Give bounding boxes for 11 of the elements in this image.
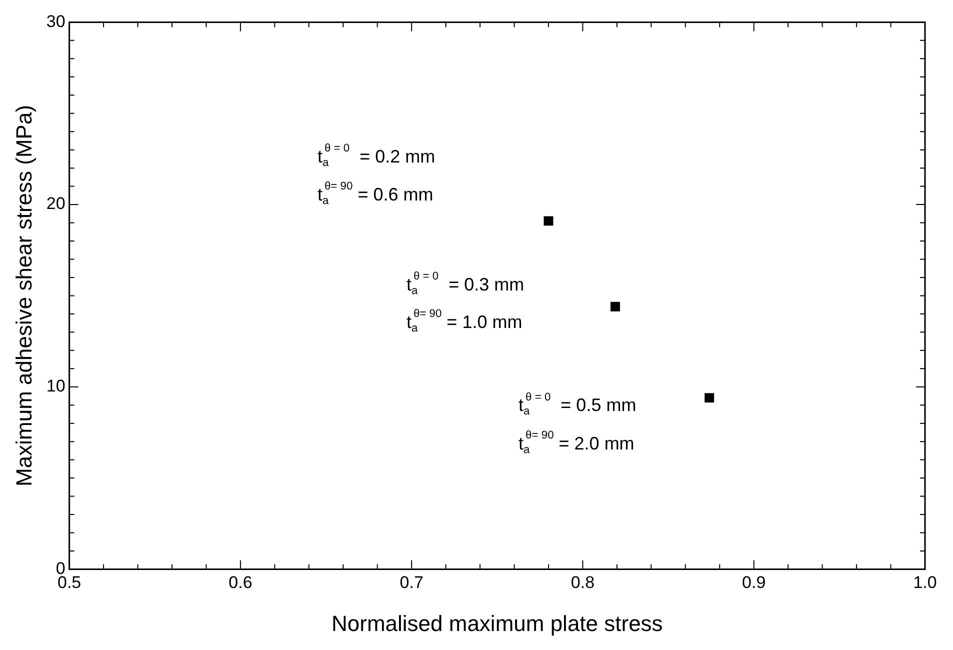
y-axis-title: Maximum adhesive shear stress (MPa): [11, 104, 36, 486]
x-axis-title: Normalised maximum plate stress: [332, 610, 663, 636]
x-tick-label: 0.7: [400, 573, 424, 592]
x-tick-label: 1.0: [913, 573, 937, 592]
x-tick-label: 0.5: [57, 573, 82, 592]
y-tick-label: 20: [46, 194, 66, 214]
x-tick-label: 0.9: [742, 573, 766, 592]
x-tick-label: 0.8: [570, 573, 595, 592]
y-tick-label: 10: [46, 376, 66, 396]
x-tick-label: 0.6: [228, 573, 252, 592]
y-tick-label: 30: [46, 12, 66, 31]
